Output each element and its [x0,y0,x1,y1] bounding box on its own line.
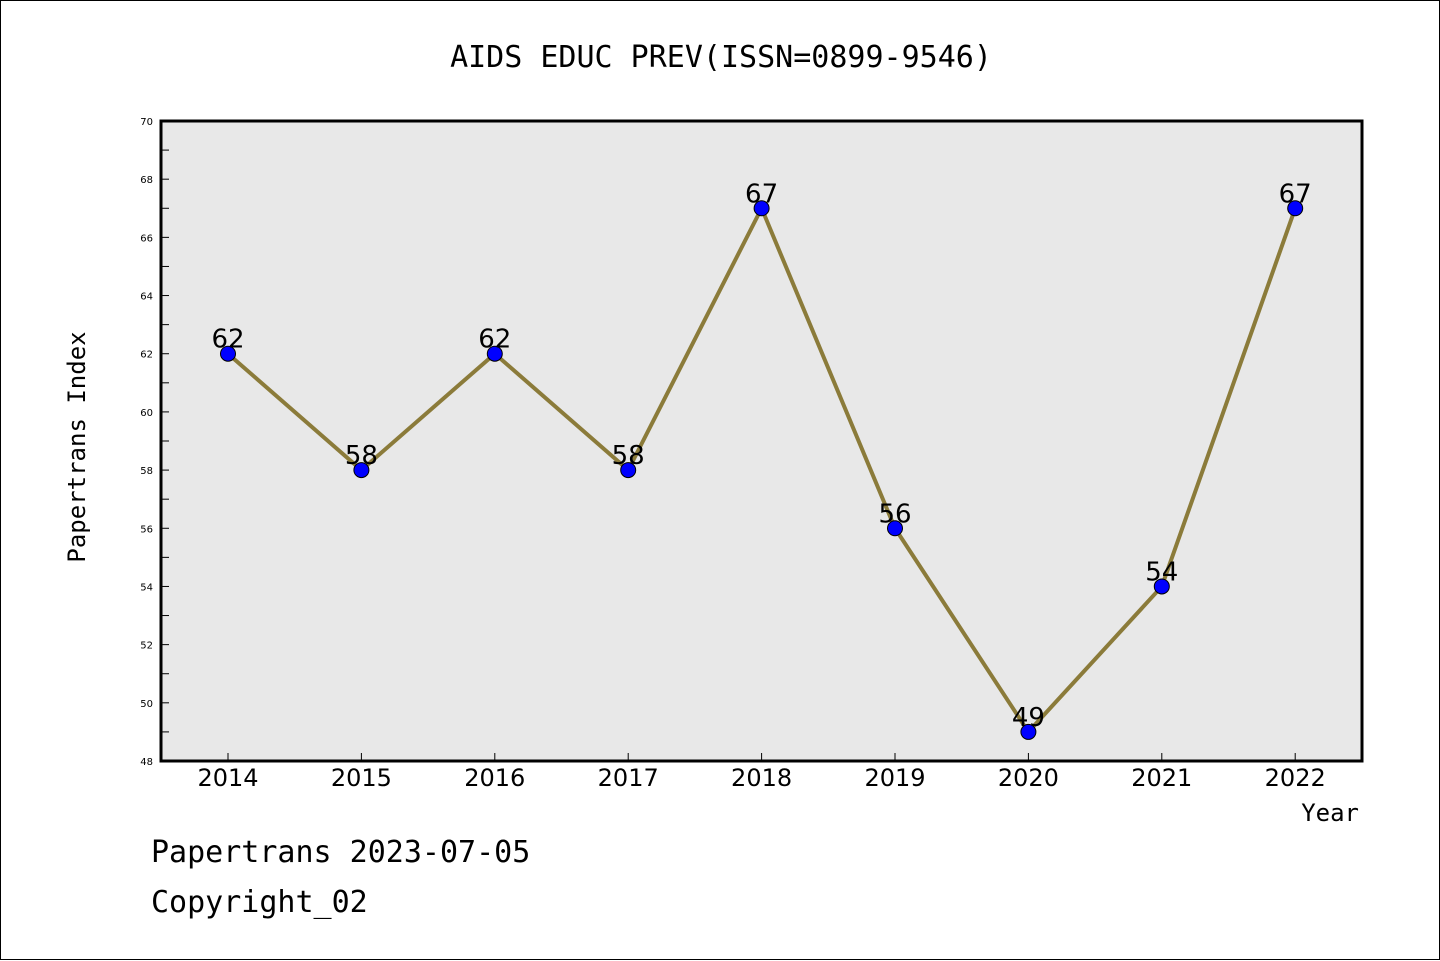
x-tick-label: 2019 [864,764,925,792]
x-tick-label: 2016 [464,764,525,792]
x-tick-label: 2020 [998,764,1059,792]
plot-area [159,119,1364,763]
x-tick-label: 2014 [197,764,258,792]
x-tick-label: 2018 [731,764,792,792]
data-label: 58 [345,441,378,471]
y-tick-label: 50 [140,699,153,710]
x-tick-label: 2022 [1265,764,1326,792]
y-tick-label: 66 [140,233,153,244]
data-point [753,200,770,217]
footer-copyright: Copyright_02 [151,885,368,920]
y-axis-label: Papertrans Index [63,331,91,562]
x-tick-label: 2015 [331,764,392,792]
data-point [1020,723,1037,740]
data-point [887,520,903,537]
data-label: 56 [878,499,911,529]
data-label: 62 [478,325,511,355]
y-tick-label: 52 [140,641,153,652]
data-label: 67 [1279,179,1312,209]
y-tick-label: 64 [140,292,153,303]
data-labels-group: 62 58 62 58 67 56 49 54 67 [211,179,1311,733]
x-axis: 2014 2015 2016 2017 2018 2019 2020 2021 2022 [197,753,1326,792]
data-label: 49 [1012,703,1045,733]
data-point [620,462,637,479]
y-tick-label: 70 [140,117,153,128]
y-tick-label: 58 [140,466,153,477]
data-point [220,345,236,362]
y-tick-label: 48 [140,757,153,768]
y-tick-label: 62 [140,350,153,361]
data-point [486,345,503,362]
data-label: 67 [745,179,778,209]
data-point [353,462,370,479]
chart-title: AIDS EDUC PREV(ISSN=0899-9546) [450,40,992,75]
data-label: 58 [612,441,645,471]
points-group [220,200,1304,740]
y-tick-label: 56 [140,524,153,535]
data-point [1287,200,1304,217]
data-label: 54 [1145,557,1178,587]
x-axis-label: Year [1301,799,1359,827]
x-tick-label: 2017 [598,764,659,792]
data-label: 62 [211,325,244,355]
y-tick-label: 54 [140,582,153,593]
y-tick-label: 68 [140,175,153,186]
data-point [1153,578,1170,595]
y-axis: 48 50 52 54 56 58 60 62 64 66 68 70 [140,117,169,768]
y-tick-label: 60 [140,408,153,419]
x-tick-label: 2021 [1131,764,1192,792]
footer-date: Papertrans 2023-07-05 [151,835,531,870]
